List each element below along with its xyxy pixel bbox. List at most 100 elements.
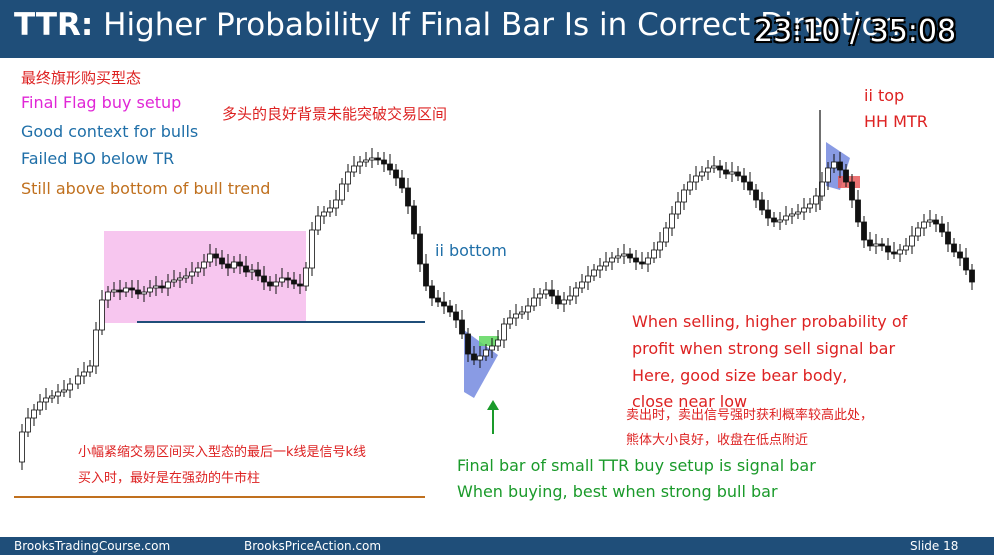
candle-bear: [243, 265, 249, 273]
candle-bull: [687, 181, 693, 191]
slide-header: TTR: Higher Probability If Final Bar Is …: [0, 0, 994, 58]
candle-bull: [37, 401, 43, 411]
footer-left-link[interactable]: BrooksTradingCourse.com: [14, 539, 171, 553]
candle-bull: [61, 389, 67, 393]
candle-bull: [207, 253, 213, 263]
note-cn-sell-2: 熊体大小良好，收盘在低点附近: [626, 433, 809, 448]
candle-bull: [165, 281, 171, 289]
note-selling-3: Here, good size bear body,: [632, 366, 848, 385]
candle-bear: [957, 251, 963, 259]
candle-bull: [483, 349, 489, 357]
candle-bull: [927, 219, 933, 223]
candle-bull: [67, 383, 73, 391]
candle-bear: [765, 209, 771, 219]
candle-bull: [369, 157, 375, 161]
note-selling-4: close near low: [632, 392, 748, 411]
candle-bull: [921, 221, 927, 229]
candle-bear: [285, 277, 291, 281]
note-cn-failed: 多头的良好背景未能突破交易区间: [222, 105, 448, 123]
candle-bull: [87, 365, 93, 373]
candle-bull: [567, 295, 573, 301]
candle-bull: [579, 281, 585, 289]
note-still-above: Still above bottom of bull trend: [21, 179, 271, 198]
candle-bear: [261, 275, 267, 283]
candle-bull: [363, 159, 369, 163]
candle-bear: [267, 281, 273, 287]
price-chart: [14, 110, 975, 498]
candle-bull: [195, 267, 201, 273]
candle-bull: [591, 269, 597, 277]
candle-bear: [771, 217, 777, 223]
candle-bull: [141, 291, 147, 295]
candle-bull: [675, 201, 681, 215]
candle-bear: [951, 243, 957, 253]
ii-bottom-wedge: [464, 330, 498, 398]
candle-bull: [831, 161, 837, 169]
candle-bear: [861, 221, 867, 241]
candle-bull: [321, 211, 327, 217]
candle-bull: [825, 167, 831, 183]
candle-bull: [789, 213, 795, 217]
candle-bear: [759, 199, 765, 211]
note-cn-sell-1: 卖出时，卖出信号强时获利概率较高此处，: [626, 408, 874, 423]
note-selling-2: profit when strong sell signal bar: [632, 339, 896, 358]
candle-bull: [31, 409, 37, 419]
candle-bear: [399, 177, 405, 189]
candle-bull: [303, 267, 309, 287]
candle-bull: [801, 207, 807, 213]
candle-bull: [19, 431, 25, 463]
candle-bull: [915, 227, 921, 237]
candle-bull: [507, 317, 513, 325]
candle-bear: [945, 231, 951, 245]
candle-bear: [291, 279, 297, 285]
candle-bull: [903, 245, 909, 251]
candle-bear: [159, 285, 165, 289]
candle-bear: [429, 285, 435, 299]
candle-bear: [471, 353, 477, 361]
candle-bear: [723, 169, 729, 175]
candle-bull: [705, 167, 711, 173]
candle-bull: [315, 215, 321, 231]
title-text: Higher Probability If Final Bar Is in Co…: [93, 7, 901, 43]
candle-bear: [237, 261, 243, 267]
footer-center-link[interactable]: BrooksPriceAction.com: [244, 539, 382, 553]
candle-bull: [147, 287, 153, 293]
candle-bull: [105, 291, 111, 301]
candle-bear: [219, 257, 225, 265]
note-failed-bo: Failed BO below TR: [21, 149, 175, 168]
candle-bull: [55, 391, 61, 397]
candle-bull: [531, 297, 537, 307]
candle-bear: [639, 261, 645, 265]
candle-bear: [129, 287, 135, 291]
candle-bear: [753, 189, 759, 201]
candle-bear: [741, 175, 747, 183]
note-cn-buy-1: 小幅紧缩交易区间买入型态的最后一k线是信号k线: [78, 445, 367, 460]
candle-bull: [81, 371, 87, 377]
note-selling-1: When selling, higher probability of: [632, 312, 908, 331]
candle-bear: [843, 169, 849, 183]
candle-bear: [453, 311, 459, 321]
note-ii-top: ii top: [864, 86, 905, 105]
candle-bull: [279, 277, 285, 283]
candle-bear: [885, 245, 891, 253]
note-cn-setup: 最终旗形购买型态: [21, 69, 142, 87]
candle-bull: [43, 397, 49, 403]
candle-bull: [897, 249, 903, 255]
candle-bull: [621, 253, 627, 257]
candle-bull: [171, 279, 177, 283]
candle-bear: [837, 161, 843, 171]
candle-bull: [49, 395, 55, 399]
candle-bear: [447, 305, 453, 313]
video-timer: 23:10 / 35:08: [754, 14, 957, 49]
candle-bear: [627, 253, 633, 259]
signal-bar-highlight-top: [838, 176, 860, 188]
candle-bull: [477, 355, 483, 361]
candle-bull: [327, 207, 333, 213]
candle-bear: [939, 223, 945, 233]
candle-bear: [969, 269, 975, 283]
candle-bear: [747, 181, 753, 191]
candle-bear: [849, 181, 855, 201]
candle-bull: [309, 229, 315, 269]
note-good-context: Good context for bulls: [21, 122, 199, 141]
candle-bear: [381, 159, 387, 165]
